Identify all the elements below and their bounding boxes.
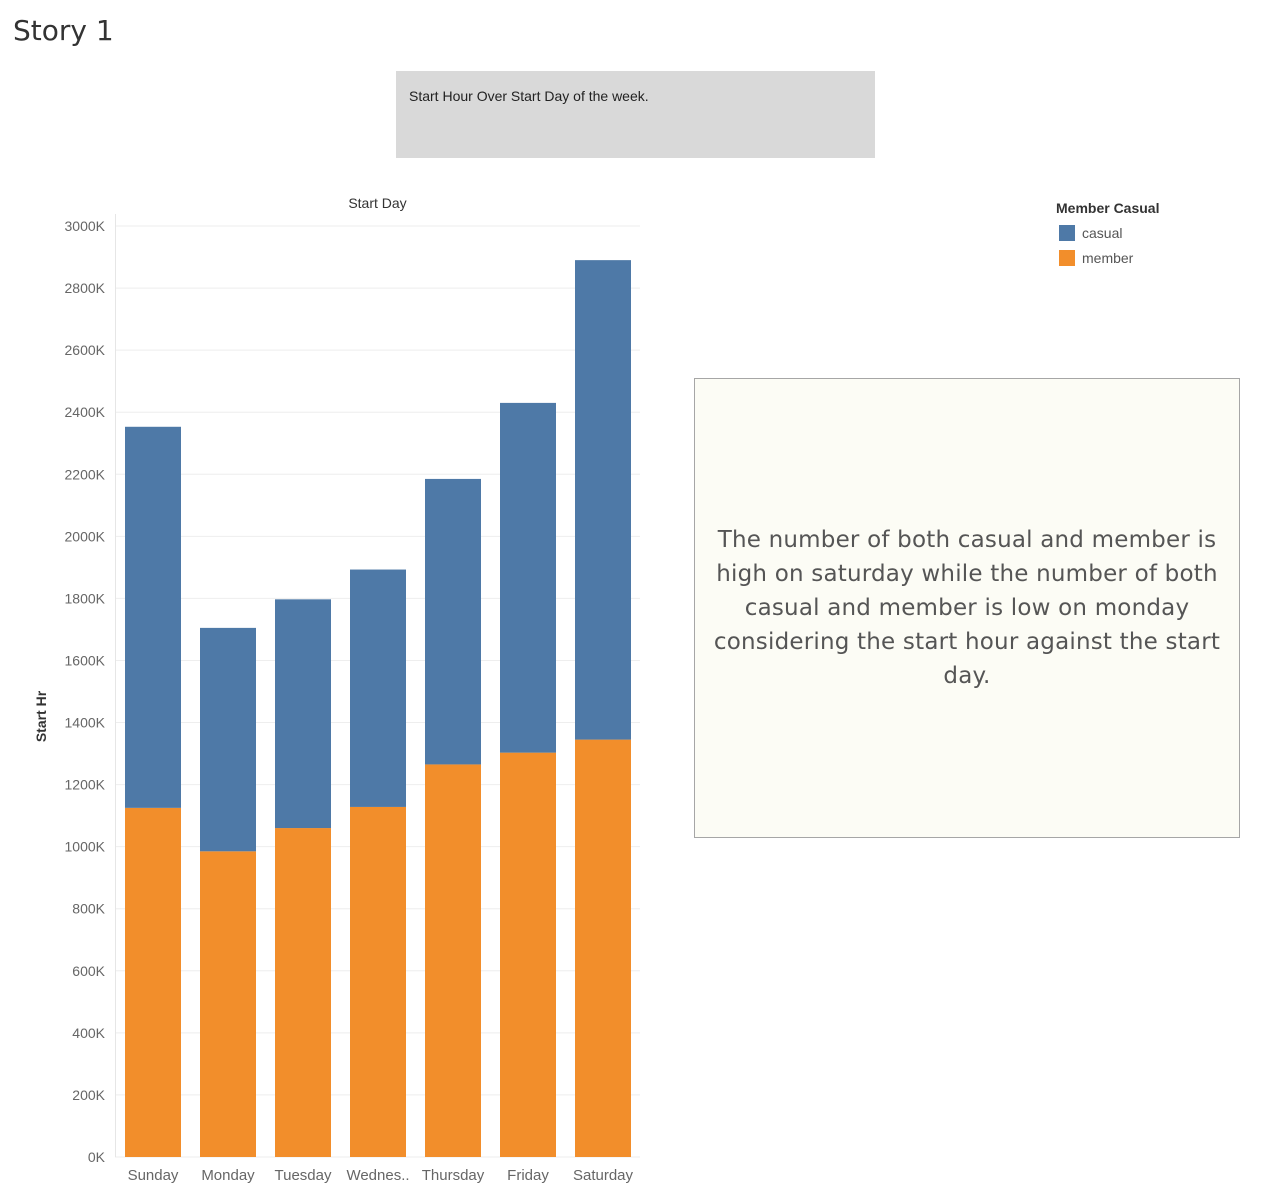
y-tick-label: 600K [72,963,105,979]
y-tick-label: 2400K [65,404,106,420]
bar-casual-monday [200,627,256,852]
y-tick-label: 1600K [65,652,106,668]
y-tick-label: 1400K [65,715,106,731]
story-title: Story 1 [13,14,114,47]
bar-member-friday [500,752,556,1157]
bar-member-tuesday [275,828,331,1157]
y-tick-label: 3000K [65,218,106,234]
y-tick-label: 1800K [65,590,106,606]
legend-label-member: member [1082,249,1134,266]
legend-item-casual[interactable]: casual [1056,220,1159,245]
annotation-text: The number of both casual and member is … [713,527,1221,689]
y-tick-label: 2000K [65,528,106,544]
x-tick-label: Monday [201,1167,255,1184]
bar-casual-friday [500,402,556,753]
y-axis-title: Start Hr [33,690,49,742]
bar-casual-saturday [575,260,631,740]
bar-casual-tuesday [275,599,331,829]
y-tick-label: 2600K [65,342,106,358]
x-tick-label: Friday [507,1167,549,1184]
bar-casual-thursday [425,478,481,765]
x-tick-label: Saturday [573,1167,634,1184]
y-tick-label: 1200K [65,777,106,793]
caption-text: Start Hour Over Start Day of the week. [409,88,649,104]
y-tick-label: 2200K [65,466,106,482]
bar-member-saturday [575,739,631,1157]
annotation-box: The number of both casual and member is … [694,378,1240,838]
legend-swatch-casual [1059,224,1075,241]
x-tick-label: Tuesday [275,1167,332,1184]
x-tick-label: Wednes.. [346,1167,409,1184]
x-tick-label: Sunday [128,1167,179,1184]
legend-title: Member Casual [1056,200,1160,216]
stacked-bar-chart: 0K 200K 400K 600K 800K 1000K 1200K 1400K 1600K 18… [33,195,640,1184]
legend-item-member[interactable]: member [1056,245,1159,270]
bar-member-sunday [125,807,181,1157]
legend: Member Casual casual member [1056,200,1159,270]
legend-label-casual: casual [1082,224,1123,241]
y-tick-label: 400K [72,1025,105,1041]
y-tick-label: 200K [72,1087,105,1103]
bar-member-monday [200,851,256,1157]
bar-casual-wednes [350,569,406,807]
story-point-caption[interactable]: Start Hour Over Start Day of the week. [396,71,875,158]
x-tick-label: Thursday [422,1167,485,1184]
y-tick-label: 0K [88,1149,106,1165]
bar-member-wednes [350,806,406,1157]
y-tick-label: 1000K [65,839,106,855]
y-tick-label: 2800K [65,280,106,296]
bar-member-thursday [425,764,481,1157]
bar-casual-sunday [125,426,181,808]
legend-swatch-member [1059,249,1075,266]
y-tick-label: 800K [72,901,105,917]
x-header-title: Start Day [348,195,406,211]
